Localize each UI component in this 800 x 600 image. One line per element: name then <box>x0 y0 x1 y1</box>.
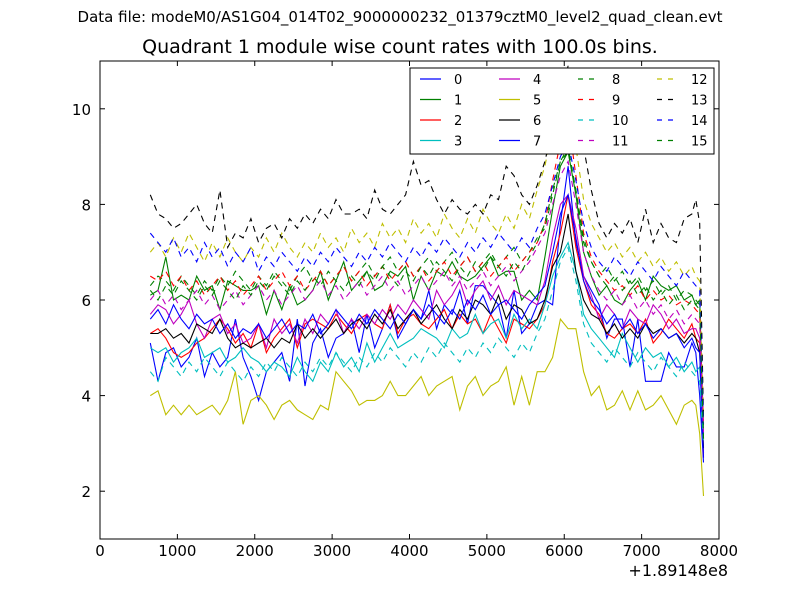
plot-area-frame <box>99 60 720 540</box>
x-tick-label: 1000 <box>158 542 196 560</box>
legend-label-13: 13 <box>691 94 708 109</box>
series-line-15 <box>149 150 705 439</box>
legend-label-15: 15 <box>691 135 708 150</box>
series-line-5 <box>150 317 705 497</box>
x-tick-label: 3000 <box>313 542 351 560</box>
y-tick-label: 2 <box>81 483 91 501</box>
y-tick-label: 8 <box>81 196 91 214</box>
series-line-9 <box>150 118 705 425</box>
x-tick-label: 7000 <box>623 542 661 560</box>
series-line-4 <box>149 193 705 454</box>
legend-box <box>409 67 715 155</box>
x-tick-label: 8000 <box>700 542 738 560</box>
legend-label-8: 8 <box>612 73 620 88</box>
series-line-10 <box>149 245 705 444</box>
legend-label-14: 14 <box>691 114 708 129</box>
legend-label-9: 9 <box>612 94 620 109</box>
legend-label-1: 1 <box>454 94 462 109</box>
legend-label-7: 7 <box>533 135 541 150</box>
series-line-12 <box>149 93 705 415</box>
series-line-7 <box>149 192 705 458</box>
legend-label-4: 4 <box>533 73 541 88</box>
legend-label-6: 6 <box>533 114 541 129</box>
legend-label-10: 10 <box>612 114 629 129</box>
y-tick-label: 4 <box>81 388 91 406</box>
legend-label-12: 12 <box>691 73 708 88</box>
chart-title: Quadrant 1 module wise count rates with … <box>142 36 658 58</box>
x-tick-label: 5000 <box>468 542 506 560</box>
y-tick-label: 6 <box>81 292 91 310</box>
legend-label-11: 11 <box>612 135 629 150</box>
series-line-3 <box>150 241 705 434</box>
x-tick-label: 0 <box>95 542 105 560</box>
series-line-1 <box>150 150 705 439</box>
x-tick-label: 6000 <box>545 542 583 560</box>
series-line-8 <box>149 145 705 430</box>
legend-label-3: 3 <box>454 135 462 150</box>
series-line-13 <box>149 65 705 420</box>
legend-label-0: 0 <box>454 73 462 88</box>
x-tick-label: 4000 <box>390 542 428 560</box>
figure-suptitle: Data file: modeM0/AS1G04_014T02_90000002… <box>77 8 723 26</box>
series-line-2 <box>150 194 705 458</box>
series-line-11 <box>149 159 705 434</box>
legend-label-2: 2 <box>454 114 462 129</box>
legend-label-5: 5 <box>533 94 541 109</box>
series-line-0 <box>149 166 705 463</box>
series-line-14 <box>149 140 705 425</box>
x-axis-offset-label: +1.89148e8 <box>628 561 728 580</box>
x-tick-label: 2000 <box>236 542 274 560</box>
y-tick-label: 10 <box>72 101 91 119</box>
